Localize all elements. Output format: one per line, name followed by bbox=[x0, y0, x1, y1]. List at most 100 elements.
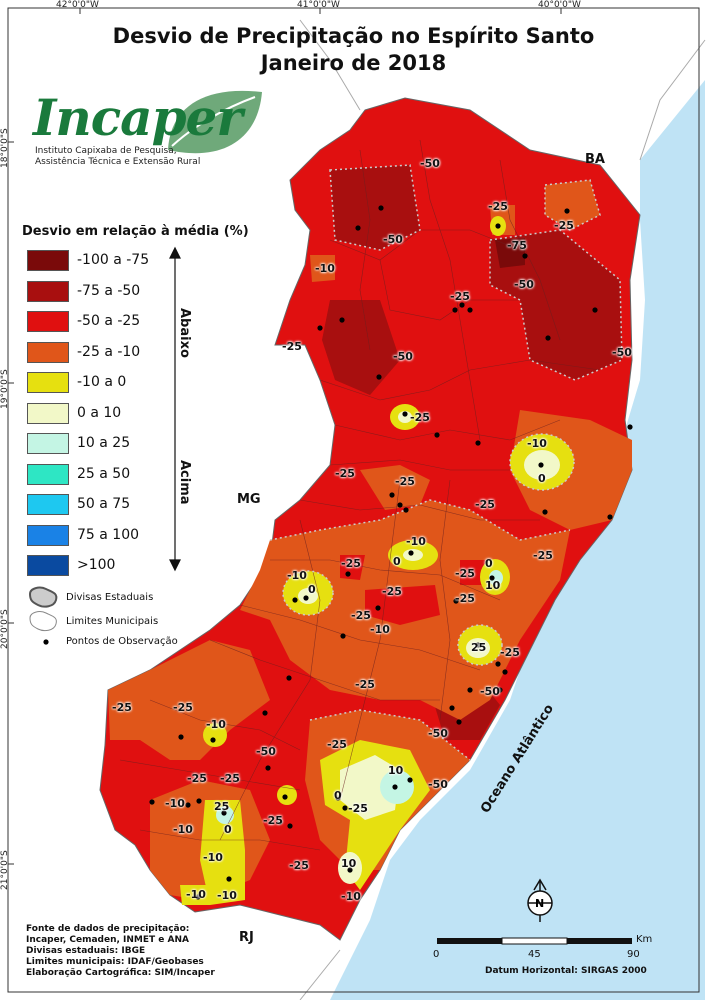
logo-subtitle: Instituto Capixaba de Pesquisa, Assistên… bbox=[35, 146, 200, 168]
map-value-label: 0 bbox=[485, 557, 493, 570]
zone-75-50 bbox=[330, 165, 420, 250]
map-value-label: -10 bbox=[287, 569, 307, 582]
legend-label: -10 a 0 bbox=[77, 374, 127, 390]
zone-25-10 bbox=[310, 255, 335, 282]
map-value-label: -25 bbox=[533, 549, 553, 562]
zone-0-10 bbox=[398, 411, 412, 423]
map-value-label: 0 bbox=[334, 789, 342, 802]
map-value-label: -50 bbox=[428, 778, 448, 791]
map-value-label: -25 bbox=[173, 701, 193, 714]
legend-label: 50 a 75 bbox=[77, 496, 131, 512]
zone-25-10 bbox=[545, 180, 600, 230]
graticule-ticks bbox=[8, 8, 562, 865]
scale-tick: 0 bbox=[433, 949, 440, 960]
map-value-label: -25 bbox=[263, 814, 283, 827]
legend-label: -75 a -50 bbox=[77, 282, 141, 299]
map-value-label: -25 bbox=[500, 646, 520, 659]
zone-0-10 bbox=[340, 755, 400, 820]
map-value-label: -25 bbox=[289, 859, 309, 872]
legend-swatch bbox=[27, 250, 69, 271]
legend-above-label: Acima bbox=[177, 460, 192, 505]
legend-swatch bbox=[27, 494, 69, 515]
zone-100-75 bbox=[495, 238, 525, 268]
graticule-label: 21°0'0"S bbox=[0, 850, 10, 890]
map-value-label: -25 bbox=[282, 340, 302, 353]
observation-point-icon bbox=[43, 639, 49, 645]
zone-75-50 bbox=[322, 300, 400, 395]
zone-50-25 bbox=[250, 745, 280, 775]
zone-10-25 bbox=[489, 570, 503, 586]
contour-lines bbox=[269, 164, 623, 761]
map-value-label: 0 bbox=[538, 472, 546, 485]
map-value-label: -25 bbox=[410, 411, 430, 424]
legend-swatch bbox=[27, 311, 69, 332]
map-value-label: -10 bbox=[315, 262, 335, 275]
legend-label: -25 a -10 bbox=[77, 343, 141, 360]
zone-50-25 bbox=[365, 585, 440, 625]
legend-label: -100 a -75 bbox=[77, 252, 150, 268]
legend-swatch bbox=[27, 433, 69, 454]
zone-0-10 bbox=[298, 588, 318, 604]
zone-10-0 bbox=[200, 800, 245, 905]
map-value-label: -10 bbox=[173, 823, 193, 836]
zone-10-0 bbox=[180, 885, 210, 905]
observation-points bbox=[149, 205, 633, 900]
map-value-label: -10 bbox=[341, 890, 361, 903]
map-value-label: -25 bbox=[112, 701, 132, 714]
graticule-label: 42°0'0"W bbox=[56, 0, 99, 10]
legend-swatch bbox=[27, 341, 69, 363]
state-label-mg: MG bbox=[237, 492, 261, 507]
map-value-label: -50 bbox=[612, 346, 632, 359]
map-value-label: -10 bbox=[206, 718, 226, 731]
municipal-border-icon bbox=[29, 611, 57, 632]
north-letter: N bbox=[535, 897, 545, 910]
map-value-label: 0 bbox=[393, 555, 401, 568]
legend-swatch bbox=[27, 280, 69, 302]
map-value-label: -50 bbox=[256, 745, 276, 758]
zone-10-0 bbox=[277, 785, 297, 805]
map-value-label: -25 bbox=[187, 772, 207, 785]
state-border-line bbox=[299, 19, 361, 111]
map-value-label: -25 bbox=[341, 557, 361, 570]
map-value-label: 10 bbox=[388, 764, 404, 777]
credits: Fonte de dados de precipitação: Incaper,… bbox=[26, 924, 215, 978]
legend-label: >100 bbox=[77, 557, 116, 573]
scale-bar bbox=[437, 937, 632, 945]
scale-tick: 90 bbox=[627, 949, 640, 960]
legend-label: 0 a 10 bbox=[77, 404, 122, 421]
map-subtitle: Janeiro de 2018 bbox=[260, 51, 447, 75]
logo-subtitle-line: Instituto Capixaba de Pesquisa, bbox=[35, 146, 177, 156]
zone-10-0 bbox=[203, 723, 227, 747]
state-label-rj: RJ bbox=[239, 930, 254, 945]
map-value-label: -25 bbox=[355, 678, 375, 691]
legend-arrow-icon bbox=[169, 246, 181, 572]
zone-50-25 bbox=[460, 560, 485, 585]
map-value-label: 0 bbox=[308, 583, 316, 596]
map-value-label: -10 bbox=[527, 437, 547, 450]
map-value-label: -10 bbox=[203, 851, 223, 864]
map-value-label: -25 bbox=[475, 498, 495, 511]
map-value-label: -10 bbox=[406, 535, 426, 548]
map-value-label: -50 bbox=[480, 685, 500, 698]
legend-swatch bbox=[27, 402, 69, 424]
map-value-label: -10 bbox=[217, 889, 237, 902]
legend-label: 75 a 100 bbox=[77, 526, 140, 543]
map-value-label: -25 bbox=[351, 609, 371, 622]
logo-text: Incaper bbox=[33, 88, 243, 147]
map-value-label: 25 bbox=[214, 800, 230, 813]
map-value-label: -10 bbox=[165, 797, 185, 810]
map-value-label: -50 bbox=[393, 350, 413, 363]
map-value-label: -50 bbox=[428, 727, 448, 740]
zone-25-10 bbox=[360, 465, 430, 510]
scale-unit: Km bbox=[636, 934, 653, 945]
graticule-label: 18°0'0"S bbox=[0, 128, 10, 168]
scale-tick: 45 bbox=[528, 949, 541, 960]
north-arrow-icon bbox=[527, 878, 553, 922]
map-value-label: -25 bbox=[554, 219, 574, 232]
map-value-label: 10 bbox=[485, 579, 501, 592]
legend-label: 10 a 25 bbox=[77, 435, 131, 451]
map-value-label: -25 bbox=[348, 802, 368, 815]
map-value-label: -10 bbox=[370, 623, 390, 636]
graticule-label: 20°0'0"S bbox=[0, 609, 10, 649]
